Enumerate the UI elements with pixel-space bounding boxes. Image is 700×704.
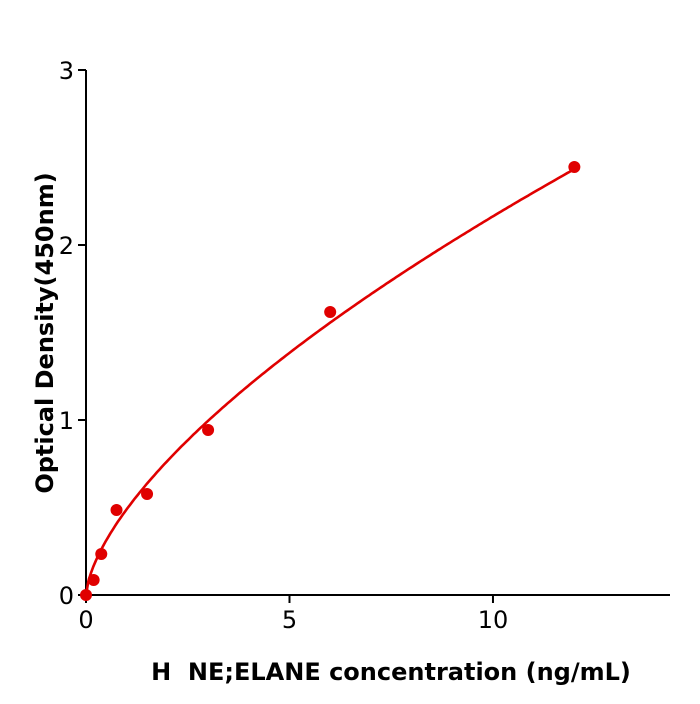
x-axis-label: H NE;ELANE concentration (ng/mL) [151, 658, 631, 686]
data-point [324, 306, 337, 319]
y-tick-label: 2 [59, 232, 74, 260]
data-point [80, 589, 92, 601]
y-axis-label: Optical Density(450nm) [31, 172, 59, 493]
y-tick-label: 1 [59, 407, 74, 435]
x-tick-label: 5 [282, 606, 297, 634]
data-point [87, 573, 100, 586]
x-tick-label: 10 [478, 606, 509, 634]
y-tick-label: 3 [59, 57, 74, 85]
axes: 0 5 10 0 1 2 3 [59, 57, 670, 634]
y-tick-label: 0 [59, 582, 74, 610]
data-point [95, 548, 108, 561]
x-tick-label: 0 [78, 606, 93, 634]
data-point [202, 423, 215, 436]
fit-curve [84, 167, 576, 596]
data-point [568, 160, 581, 173]
data-points [80, 160, 581, 601]
data-point [141, 488, 154, 501]
data-point [110, 503, 123, 516]
